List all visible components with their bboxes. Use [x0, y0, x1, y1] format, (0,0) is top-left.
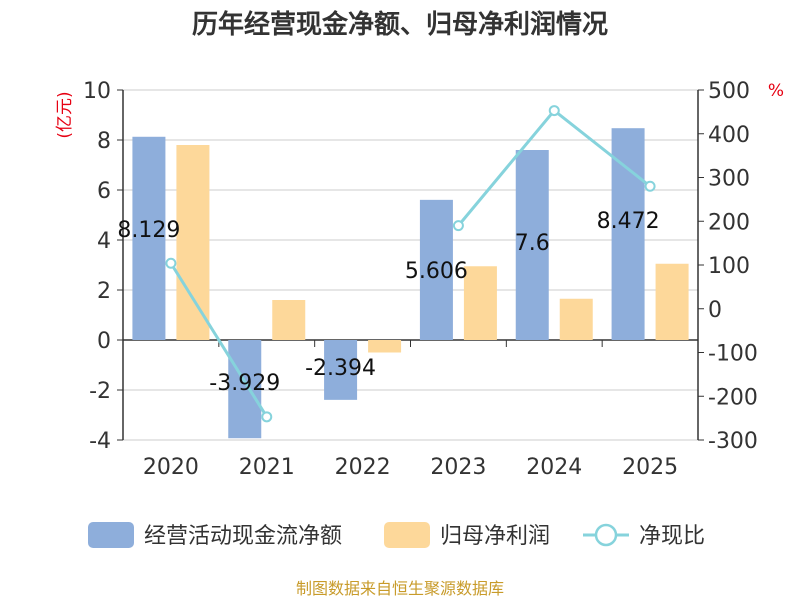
- legend: 经营活动现金流净额 归母净利润 净现比: [88, 522, 705, 549]
- legend-label: 净现比: [639, 524, 705, 549]
- axes: 10 8 6 4 2 0 -2 -4 500 400 300 200 100 0 -100 -200 -300 2…: [83, 79, 758, 480]
- left-tick-label: -4: [89, 429, 111, 454]
- point-净现比-2025: [644, 180, 656, 192]
- x-tick-label: 2024: [526, 455, 582, 480]
- left-tick-label: 6: [97, 179, 111, 204]
- point-净现比-2021: [261, 411, 273, 423]
- left-tick-label: 2: [97, 279, 111, 304]
- left-tick-label: -2: [89, 379, 111, 404]
- legend-swatch: [384, 522, 430, 548]
- bar-归母净利润-2024: [559, 298, 593, 340]
- bar-归母净利润-2020: [176, 145, 210, 340]
- right-axis-unit: %: [768, 81, 784, 101]
- point-净现比-2024: [548, 105, 560, 117]
- x-tick-label: 2025: [622, 455, 678, 480]
- data-label: 8.129: [117, 218, 180, 243]
- legend-label: 归母净利润: [440, 524, 550, 549]
- bars: [132, 128, 689, 439]
- ratio-line: [165, 105, 656, 423]
- right-tick-label: -100: [708, 342, 758, 367]
- legend-swatch: [88, 522, 134, 548]
- left-tick-label: 10: [83, 79, 111, 104]
- x-tick-label: 2022: [335, 455, 391, 480]
- data-label: -2.394: [305, 356, 376, 381]
- bar-经营活动现金流净额-2023: [419, 199, 453, 340]
- bar-经营活动现金流净额-2025: [611, 128, 645, 340]
- legend-marker: [594, 523, 618, 547]
- bar-经营活动现金流净额-2024: [515, 150, 549, 340]
- x-tick-label: 2020: [143, 455, 199, 480]
- left-tick-label: 8: [97, 129, 111, 154]
- grid: [123, 89, 698, 441]
- right-tick-label: 0: [708, 298, 722, 323]
- legend-label: 经营活动现金流净额: [144, 524, 342, 549]
- point-净现比-2023: [452, 220, 464, 232]
- right-tick-label: 200: [708, 210, 750, 235]
- x-tick-label: 2021: [239, 455, 295, 480]
- right-tick-label: 500: [708, 79, 750, 104]
- x-tick-label: 2023: [430, 455, 486, 480]
- chart-title: 历年经营现金净额、归母净利润情况: [192, 9, 608, 40]
- data-label: 7.6: [515, 231, 550, 256]
- data-labels: 8.129 -3.929 -2.394 5.606 7.6 8.472: [117, 209, 659, 396]
- bar-归母净利润-2023: [463, 266, 497, 340]
- bar-经营活动现金流净额-2021: [228, 340, 262, 439]
- point-净现比-2020: [165, 257, 177, 269]
- right-tick-label: 100: [708, 254, 750, 279]
- right-tick-label: -200: [708, 385, 758, 410]
- bar-归母净利润-2025: [655, 263, 689, 340]
- left-tick-label: 0: [97, 329, 111, 354]
- bar-经营活动现金流净额-2022: [324, 340, 358, 400]
- data-label: 5.606: [405, 259, 468, 284]
- source-note: 制图数据来自恒生聚源数据库: [296, 579, 504, 598]
- bar-归母净利润-2022: [368, 340, 402, 353]
- data-label: 8.472: [597, 209, 660, 234]
- data-label: -3.929: [209, 371, 280, 396]
- right-tick-label: 400: [708, 123, 750, 148]
- bar-归母净利润-2021: [272, 300, 306, 340]
- bar-经营活动现金流净额-2020: [132, 136, 166, 340]
- right-tick-label: -300: [708, 429, 758, 454]
- left-tick-label: 4: [97, 229, 111, 254]
- right-tick-label: 300: [708, 167, 750, 192]
- left-axis-unit: (亿元): [55, 91, 75, 138]
- line-净现比: [169, 262, 269, 418]
